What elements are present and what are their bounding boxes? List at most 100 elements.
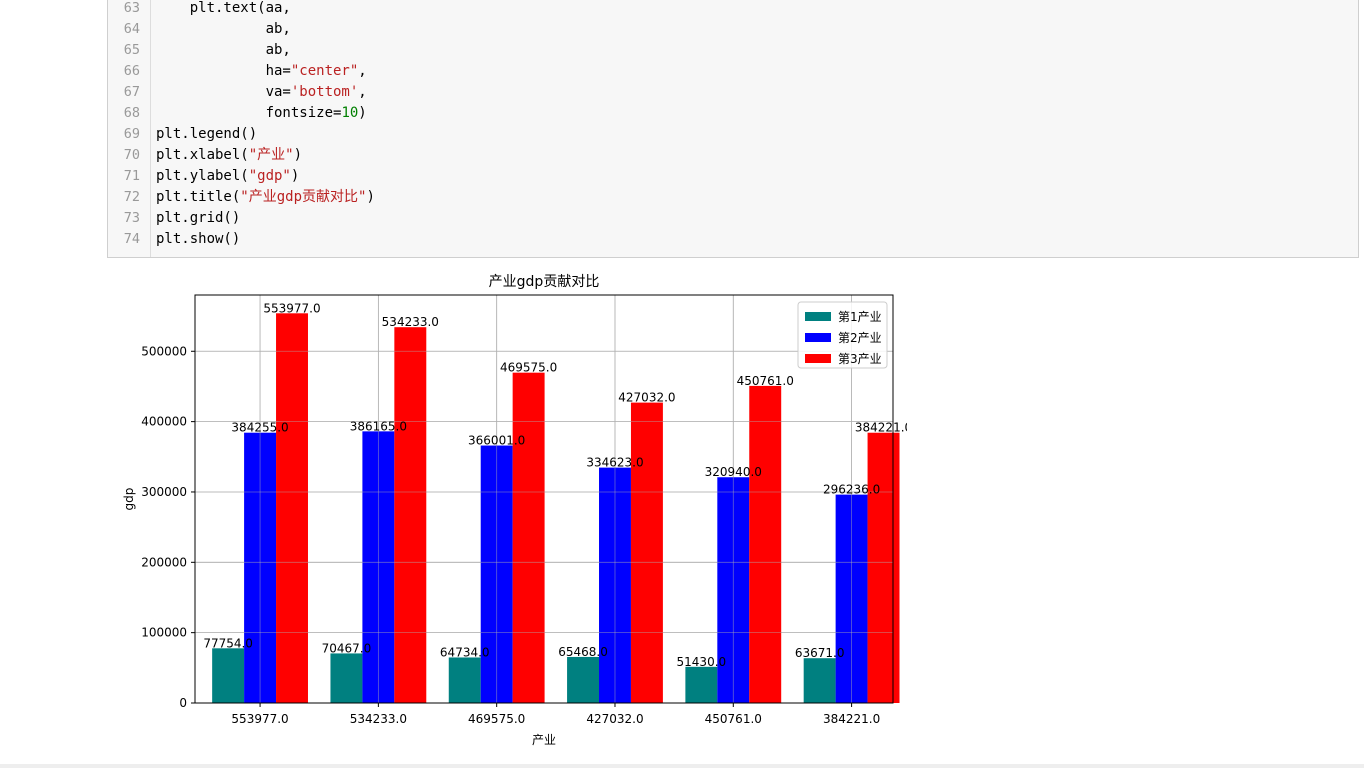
code-token: ab, xyxy=(156,42,291,58)
legend-label: 第2产业 xyxy=(838,331,882,345)
bar-data-label: 450761.0 xyxy=(737,374,794,388)
x-axis-label: 产业 xyxy=(532,733,556,747)
code-token: plt.show() xyxy=(156,231,241,247)
bar-series-3 xyxy=(276,313,308,703)
line-number: 72 xyxy=(123,189,140,205)
code-line[interactable]: ha="center", xyxy=(156,61,367,82)
code-token: , xyxy=(358,84,367,100)
bar-series-1 xyxy=(803,658,836,703)
x-tick-label: 427032.0 xyxy=(586,712,643,726)
y-tick-label: 500000 xyxy=(141,344,187,358)
code-token: ) xyxy=(293,147,303,163)
x-tick-label: 384221.0 xyxy=(823,712,880,726)
y-axis-label: gdp xyxy=(122,488,136,511)
bar-data-label: 427032.0 xyxy=(618,391,675,405)
bar-data-label: 534233.0 xyxy=(382,315,439,329)
line-number-gutter: 63 64 65 66 67 68 69 70 71 72 73 74 xyxy=(108,0,151,257)
code-token: , xyxy=(358,63,367,79)
bar-data-label: 553977.0 xyxy=(263,301,320,315)
line-number: 70 xyxy=(123,147,140,163)
code-token: "产业gdp贡献对比" xyxy=(240,189,367,205)
axis-ticks: 0 100000 200000 300000 400000 500000 553977.0 5… xyxy=(141,344,880,726)
bar-data-label: 65468.0 xyxy=(558,645,608,659)
line-number: 64 xyxy=(123,21,140,37)
y-tick-label: 400000 xyxy=(141,415,187,429)
code-token: ) xyxy=(358,105,367,121)
line-number: 66 xyxy=(123,63,140,79)
code-line[interactable]: plt.xlabel("产业") xyxy=(156,145,302,166)
y-tick-label: 300000 xyxy=(141,485,187,499)
x-tick-label: 553977.0 xyxy=(231,712,288,726)
code-token: "产业" xyxy=(248,147,294,163)
data-labels: 77754.0 70467.0 64734.0 65468.0 51430.0 63671… xyxy=(203,301,907,669)
code-token: va= xyxy=(156,84,291,100)
code-line[interactable]: va='bottom', xyxy=(156,82,367,103)
line-number: 67 xyxy=(123,84,140,100)
bar-data-label: 77754.0 xyxy=(203,636,253,650)
code-token: ) xyxy=(366,189,375,205)
bar-series-1 xyxy=(448,657,481,703)
bar-series-1 xyxy=(567,656,600,703)
line-number: 74 xyxy=(123,231,140,247)
legend-swatch xyxy=(805,333,831,342)
bar-series-3 xyxy=(394,327,427,703)
x-tick-label: 450761.0 xyxy=(705,712,762,726)
x-tick-label: 469575.0 xyxy=(468,712,525,726)
bar-data-label: 334623.0 xyxy=(586,456,643,470)
bar-series-3 xyxy=(867,432,900,703)
code-line[interactable]: plt.text(aa, xyxy=(156,0,291,19)
code-line[interactable]: plt.show() xyxy=(156,229,240,250)
code-token: 10 xyxy=(341,105,359,121)
y-tick-label: 0 xyxy=(179,696,187,710)
code-token: ) xyxy=(290,168,300,184)
plot-frame xyxy=(194,294,894,704)
bar-data-label: 296236.0 xyxy=(823,483,880,497)
line-number: 65 xyxy=(123,42,140,58)
bar-data-label: 386165.0 xyxy=(350,419,407,433)
line-number: 68 xyxy=(123,105,140,121)
code-token: fontsize= xyxy=(156,105,342,121)
bar-data-label: 384221.0 xyxy=(855,421,907,435)
bar-data-label: 366001.0 xyxy=(468,434,525,448)
bar-series-3 xyxy=(749,385,782,703)
cell-output: 0 100000 200000 300000 400000 500000 553977.0 5… xyxy=(107,262,1359,762)
code-token: 'bottom' xyxy=(290,84,359,100)
bar-series-3 xyxy=(630,402,663,703)
code-line[interactable]: plt.title("产业gdp贡献对比") xyxy=(156,187,375,208)
code-cell[interactable]: 63 64 65 66 67 68 69 70 71 72 73 74 plt.text(aa, ab… xyxy=(107,0,1359,258)
x-tick-label: 534233.0 xyxy=(350,712,407,726)
code-line[interactable]: fontsize=10) xyxy=(156,103,367,124)
bar-series-1 xyxy=(212,648,245,703)
line-number: 73 xyxy=(123,210,140,226)
bar-series-1 xyxy=(330,653,363,703)
bar-series-1 xyxy=(685,666,718,703)
bar-data-label: 384255.0 xyxy=(231,421,288,435)
bar-data-label: 63671.0 xyxy=(795,646,845,660)
line-number: 69 xyxy=(123,126,140,142)
code-token: plt.ylabel( xyxy=(156,168,249,184)
code-token: plt.text(aa, xyxy=(156,0,291,16)
y-tick-label: 200000 xyxy=(141,555,187,569)
chart-title: 产业gdp贡献对比 xyxy=(489,274,600,290)
code-line[interactable]: ab, xyxy=(156,19,291,40)
legend-swatch xyxy=(805,312,831,321)
code-token: ab, xyxy=(156,21,291,37)
y-tick-label: 100000 xyxy=(141,626,187,640)
line-number: 71 xyxy=(123,168,140,184)
code-token: "center" xyxy=(290,63,359,79)
legend-swatch xyxy=(805,354,831,363)
code-line[interactable]: plt.ylabel("gdp") xyxy=(156,166,299,187)
code-line[interactable]: ab, xyxy=(156,40,291,61)
bar-data-label: 70467.0 xyxy=(322,641,372,655)
bar-data-label: 51430.0 xyxy=(677,655,727,669)
code-token: "gdp" xyxy=(248,168,291,184)
code-line[interactable]: plt.legend() xyxy=(156,124,257,145)
bar-data-label: 64734.0 xyxy=(440,645,490,659)
code-token: plt.grid() xyxy=(156,210,241,226)
code-token: plt.title( xyxy=(156,189,241,205)
code-line[interactable]: plt.grid() xyxy=(156,208,240,229)
line-number: 63 xyxy=(123,0,140,16)
legend-label: 第1产业 xyxy=(838,310,882,324)
notebook-bottom-edge xyxy=(0,764,1364,768)
